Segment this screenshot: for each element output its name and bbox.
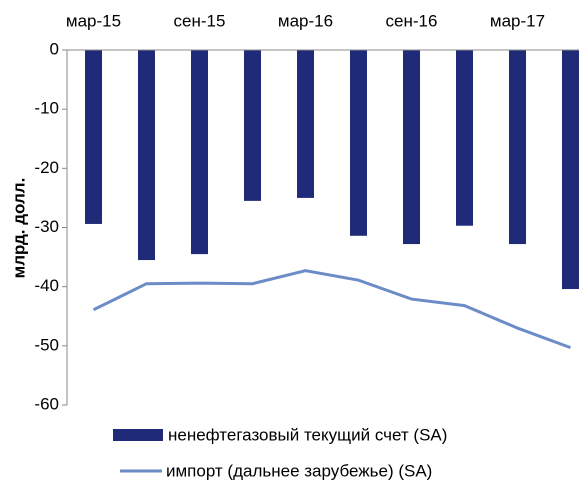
y-tick-label: -50 [34,335,59,354]
y-axis-label: млрд. долл. [9,178,28,279]
legend-swatch [113,429,163,441]
x-tick-label: мар-15 [66,11,121,30]
x-tick-label: сен-16 [386,11,438,30]
bar [138,50,155,261]
y-tick-label: 0 [50,39,59,58]
x-tick-label: мар-17 [490,11,545,30]
y-tick-label: -60 [34,394,59,413]
bar [456,50,473,226]
y-tick-label: -40 [34,276,59,295]
bar [403,50,420,245]
line [92,269,572,350]
x-tick-label: сен-15 [174,11,226,30]
legend-label: ненефтегазовый текущий счет (SA) [168,425,447,444]
bar [85,50,102,224]
legend-label: импорт (дальнее зарубежье) (SA) [166,461,432,480]
bar [191,50,208,255]
bar [562,50,579,290]
x-tick-label: мар-16 [278,11,333,30]
bar [509,50,526,245]
y-tick-label: -30 [34,217,59,236]
bar [297,50,314,198]
bar [350,50,367,236]
y-tick-label: -10 [34,99,59,118]
y-tick-label: -20 [34,158,59,177]
bar [244,50,261,201]
